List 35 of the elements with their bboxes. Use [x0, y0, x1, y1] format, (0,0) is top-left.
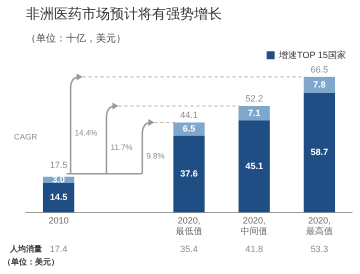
x-tick-label: 2020, 最低值: [176, 215, 202, 236]
total-label: 17.5: [50, 160, 68, 170]
bar: [238, 120, 270, 212]
x-tick-label: 2020, 中间值: [240, 215, 268, 236]
data-label: 7.1: [248, 108, 260, 118]
bar: [304, 76, 336, 93]
total-label: 44.1: [180, 110, 198, 120]
data-label: 3.0: [52, 174, 65, 184]
data-label: 7.8: [313, 79, 326, 90]
text: CAGR: [14, 132, 38, 142]
data-label: 6.5: [182, 124, 196, 134]
text: 35.4: [180, 244, 198, 254]
bar: [42, 182, 74, 212]
total-label: 52.2: [245, 94, 263, 104]
data-label: 14.5: [50, 192, 68, 202]
bar: [173, 136, 205, 212]
data-label: 45.1: [245, 160, 263, 171]
annotation: 11.7%: [110, 143, 133, 152]
text: 17.4: [50, 244, 68, 254]
text: 53.3: [310, 244, 328, 254]
data-label: 37.6: [180, 168, 198, 179]
text: （单位：美元）: [3, 256, 59, 267]
bar: [238, 106, 270, 121]
data-label: 58.7: [310, 147, 328, 158]
bar: [304, 92, 336, 212]
x-tick-label: 2020, 最高值: [306, 215, 333, 236]
text: 人均消量: [9, 244, 42, 254]
chart-title: 非洲医药市场预计将有强势增长: [26, 5, 222, 22]
chart-subtitle: （单位：十亿，美元）: [26, 32, 126, 45]
x-tick-label: 2010: [48, 215, 69, 226]
legend-label: 增速TOP 15国家: [278, 50, 346, 60]
annotation: 9.8%: [146, 151, 165, 160]
total-label: 66.5: [310, 64, 328, 74]
text: 41.8: [245, 244, 263, 254]
annotation: 14.4%: [74, 128, 98, 138]
